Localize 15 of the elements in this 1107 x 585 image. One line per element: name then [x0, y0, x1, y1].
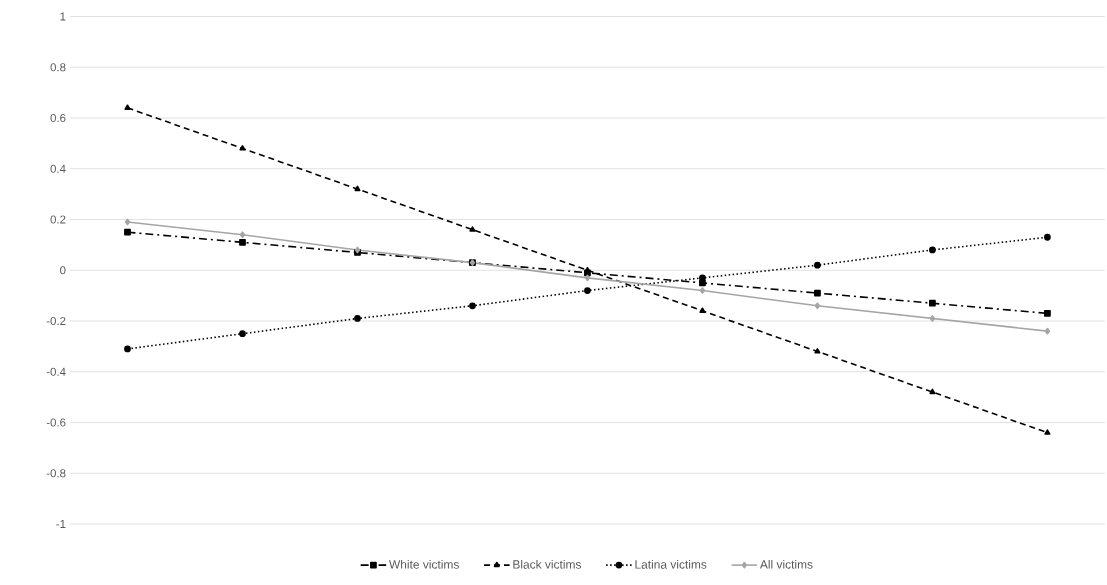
- y-tick-label: -0.8: [46, 469, 66, 478]
- y-tick-label: 0.8: [50, 63, 66, 72]
- y-tick-label: 1: [60, 12, 66, 21]
- y-tick-label: 0.6: [50, 113, 66, 123]
- legend-label: All victims: [759, 559, 813, 569]
- legend-label: Latina victims: [635, 559, 707, 569]
- y-tick-label: -0.6: [46, 418, 66, 427]
- legend-label: Black victims: [513, 559, 582, 569]
- y-tick-label: 0.2: [50, 215, 66, 224]
- y-tick-label: -1: [56, 520, 66, 528]
- legend-label: White victims: [389, 559, 459, 569]
- y-tick-label: 0: [60, 266, 66, 275]
- y-tick-label: -0.4: [46, 367, 66, 376]
- y-tick-label: 0.4: [50, 164, 66, 173]
- y-tick-label: -0.2: [46, 316, 66, 326]
